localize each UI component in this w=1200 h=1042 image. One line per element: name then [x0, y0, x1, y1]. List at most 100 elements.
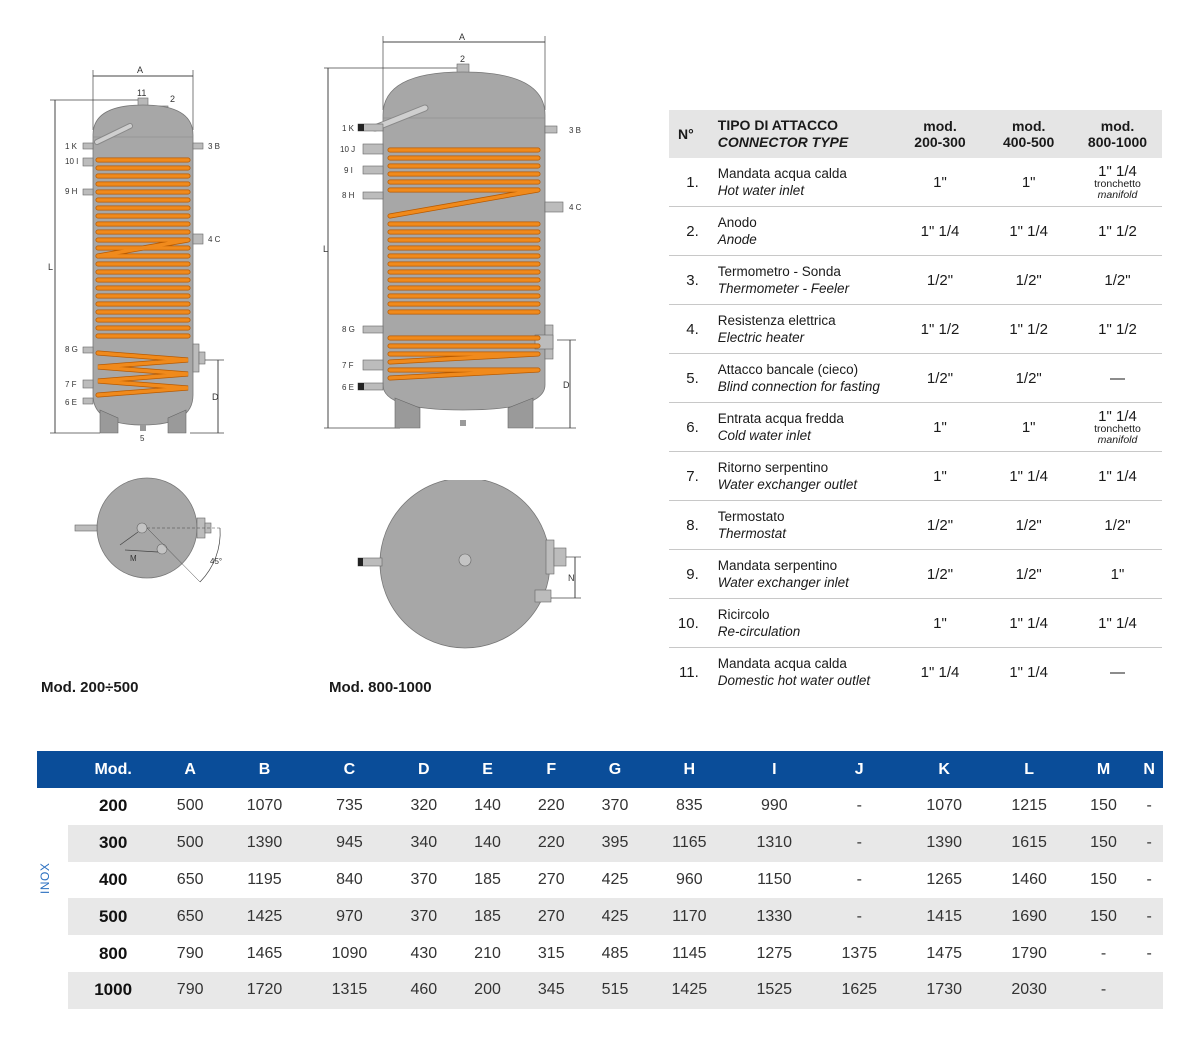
svg-text:3 B: 3 B — [569, 126, 581, 135]
svg-text:9 H: 9 H — [65, 187, 78, 196]
connector-table-header: N° TIPO DI ATTACCO CONNECTOR TYPE mod. 200… — [669, 110, 1162, 158]
dim-cell-value: 1465 — [246, 944, 283, 962]
dimensions-header-bar — [37, 751, 1163, 788]
dim-cell-value: 1425 — [222, 898, 307, 936]
connector-row: 2. Anodo Anode 1" 1/4 1" 1/4 1" 1/2 — [669, 206, 1162, 256]
dim-cell-model: 1000 — [68, 971, 159, 1009]
dim-cell-value: 1165 — [646, 824, 732, 862]
svg-text:10 J: 10 J — [340, 145, 355, 154]
dim-cell-value: 270 — [519, 898, 584, 936]
svg-text:D: D — [563, 380, 570, 390]
dimensions-row: 300 500 1390 945 340 140 220 395 1165 1310-1390 16… — [68, 824, 1163, 862]
dim-cell-value: 150 — [1071, 824, 1136, 862]
dim-cell-value: 1390 — [901, 824, 987, 862]
header-mod-400-500: mod. 400-500 — [984, 110, 1073, 158]
dim-cell-value: - — [1100, 944, 1107, 962]
dim-cell-value: 990 — [760, 797, 788, 815]
svg-text:6 E: 6 E — [65, 398, 77, 407]
dim-header-m: M — [1096, 760, 1111, 778]
caption-large-model: Mod. 800-1000 — [329, 679, 432, 696]
dimensions-row: 1000 790 1720 1315 460 200 345 515 1425 1525 1625 1… — [68, 971, 1163, 1009]
header-number: N° — [669, 110, 703, 158]
dim-cell-model: 500 — [68, 898, 159, 936]
dim-cell-value: 1375 — [841, 944, 878, 962]
header-mod-800-1000: mod. 800-1000 — [1073, 110, 1162, 158]
connector-row: 9. Mandata serpentino Water exchanger inl… — [669, 549, 1162, 599]
header-connector-type: TIPO DI ATTACCO CONNECTOR TYPE — [702, 110, 896, 158]
svg-text:9 I: 9 I — [344, 166, 353, 175]
dim-cell-value: 460 — [391, 971, 456, 1009]
dim-header-g: G — [608, 760, 622, 778]
caption-small-model: Mod. 200÷500 — [41, 679, 139, 696]
dim-header-c: C — [343, 760, 356, 778]
dim-cell-value — [1135, 971, 1163, 1009]
svg-text:8 G: 8 G — [342, 325, 355, 334]
dim-cell-value: 1215 — [1011, 797, 1047, 815]
large-tank-drawing: A L 2 1 K 10 J 9 I 8 H 8 G 7 F 6 E — [323, 32, 582, 429]
dim-header-i: I — [772, 760, 777, 778]
svg-text:2: 2 — [460, 54, 465, 64]
svg-text:6 E: 6 E — [342, 383, 354, 392]
dim-a-label: A — [137, 65, 143, 75]
dim-cell-value: 650 — [176, 870, 204, 888]
dim-header-mod: Mod. — [94, 760, 132, 778]
dim-header-b: B — [258, 760, 271, 778]
svg-text:45°: 45° — [210, 557, 222, 566]
dim-cell-value: 150 — [1090, 797, 1117, 815]
connector-row: 3. Termometro - Sonda Thermometer - Feele… — [669, 255, 1162, 305]
dim-cell-value: 1330 — [731, 898, 817, 936]
dim-header-d: D — [418, 760, 430, 778]
dim-cell-value: - — [1135, 824, 1163, 862]
svg-text:A: A — [459, 32, 465, 42]
dim-cell-value: 790 — [158, 971, 223, 1009]
dim-cell-value: 1425 — [646, 971, 732, 1009]
svg-text:7 F: 7 F — [65, 380, 77, 389]
dim-cell-value: 835 — [675, 797, 703, 815]
dim-header-h: H — [683, 760, 696, 778]
dimensions-table: Mod. A B C D E F G H I J K L M N 200 500 1070 735 320 140 22… — [68, 751, 1163, 1009]
dim-cell-value: - — [816, 824, 902, 862]
dim-cell-value: 340 — [391, 824, 456, 862]
dimensions-row: 500 650 1425 970 370 185 270 425 1170 1330-1415 16… — [68, 898, 1163, 936]
dim-header-l: L — [1024, 760, 1035, 778]
connector-row: 6. Entrata acqua fredda Cold water inlet … — [669, 402, 1162, 452]
dim-cell-value: 1195 — [247, 870, 282, 888]
dim-cell-value: 1170 — [646, 898, 732, 936]
svg-text:M: M — [130, 554, 137, 563]
dim-header-k: K — [938, 760, 950, 778]
dim-cell-value: 1150 — [757, 870, 792, 888]
connector-row: 11. Mandata acqua calda Domestic hot wate… — [679, 656, 1125, 688]
dim-cell-value: 735 — [336, 797, 363, 815]
connector-row: 4. Resistenza elettrica Electric heater 1… — [669, 304, 1162, 354]
dim-cell-value: 500 — [176, 797, 204, 815]
svg-text:5: 5 — [140, 434, 145, 443]
svg-text:10 I: 10 I — [65, 157, 78, 166]
dim-cell-value: - — [856, 870, 862, 888]
dim-cell-value: 840 — [336, 870, 363, 888]
dim-cell-value: 1730 — [901, 971, 987, 1009]
small-tank-top-view: M 45° — [74, 477, 222, 583]
dimensions-row: 200 500 1070 735 320 140 220 370 835 990 - 1070 1215… — [68, 788, 1163, 825]
dim-header-f: F — [546, 760, 557, 778]
svg-text:D: D — [212, 392, 219, 402]
svg-text:4 C: 4 C — [208, 235, 221, 244]
dim-cell-value: 1070 — [246, 797, 283, 815]
connector-row: 8. Termostato Thermostat 1/2" 1/2" 1/2" — [669, 500, 1162, 550]
dim-cell-value: 210 — [474, 944, 501, 962]
dim-header-e: E — [482, 760, 493, 778]
dim-cell-value: 370 — [601, 797, 629, 815]
large-tank-top-view: N — [357, 480, 581, 649]
dim-cell-value: 970 — [306, 898, 392, 936]
dim-l-label: L — [48, 262, 53, 272]
dimensions-header-row: Mod. A B C D E F G H I J K L M N — [68, 751, 1163, 788]
large-coil-upper — [387, 147, 541, 315]
svg-text:8 G: 8 G — [65, 345, 78, 354]
dim-cell-value: 150 — [1071, 898, 1136, 936]
dim-header-a: A — [184, 760, 196, 778]
dim-cell-value: 185 — [474, 870, 501, 888]
dim-cell-value: 140 — [455, 824, 520, 862]
dim-cell-value: 150 — [1090, 870, 1117, 888]
dim-cell-value: 320 — [410, 797, 438, 815]
dim-cell-value: - — [816, 898, 902, 936]
dim-cell-value: 220 — [519, 824, 584, 862]
